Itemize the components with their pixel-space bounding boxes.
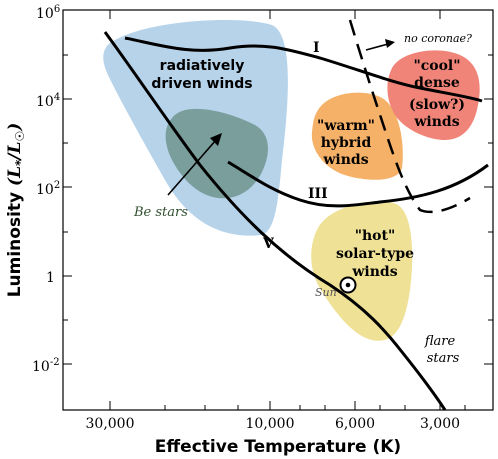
region-cool-dense <box>387 50 480 140</box>
label-radiative: radiatively driven winds <box>151 58 252 92</box>
y-tick-labels: 106 104 102 1 10-2 <box>32 4 60 375</box>
svg-text:solar-type: solar-type <box>336 246 414 262</box>
svg-text:"warm": "warm" <box>317 118 375 134</box>
y-axis-ticks <box>63 54 493 365</box>
x-tick-30000: 30,000 <box>86 416 135 432</box>
svg-text:"cool": "cool" <box>413 58 460 74</box>
svg-text:radiatively: radiatively <box>160 58 245 74</box>
svg-text:winds: winds <box>413 114 459 130</box>
x-tick-6000: 6,000 <box>335 416 375 432</box>
region-hot-solar-type <box>311 201 413 341</box>
region-warm-hybrid <box>311 92 403 180</box>
plot-frame <box>62 9 494 411</box>
label-sun: Sun <box>315 286 337 299</box>
y-tick-1e6: 106 <box>36 4 60 22</box>
dividing-line-dashed <box>348 19 471 214</box>
svg-text:hybrid: hybrid <box>321 135 372 151</box>
svg-text:winds: winds <box>351 264 397 280</box>
region-be-stars <box>165 108 268 199</box>
x-tick-10000: 10,000 <box>246 416 295 432</box>
x-tick-3000: 3,000 <box>420 416 460 432</box>
svg-text:driven winds: driven winds <box>151 76 252 92</box>
svg-text:dense: dense <box>414 75 460 91</box>
x-tick-labels: 30,000 10,000 6,000 3,000 <box>86 416 461 432</box>
svg-text:(slow?): (slow?) <box>409 97 465 113</box>
y-tick-1e2: 102 <box>36 180 60 198</box>
curve-class-I <box>124 36 483 103</box>
x-axis-title: Effective Temperature (K) <box>155 437 401 457</box>
x-axis-ticks <box>109 10 466 410</box>
y-tick-1e4: 104 <box>36 92 60 110</box>
label-warm-hybrid: "warm" hybrid winds <box>317 118 375 168</box>
curve-main-sequence-V <box>103 31 447 411</box>
y-tick-1: 1 <box>46 270 55 286</box>
curve-class-III <box>227 160 489 208</box>
svg-text:flare: flare <box>424 334 456 349</box>
svg-text:stars: stars <box>427 351 460 366</box>
sun-symbol <box>339 276 357 294</box>
label-cool-dense: "cool" dense (slow?) winds <box>409 58 465 130</box>
svg-text:winds: winds <box>322 152 368 168</box>
y-tick-1e-2: 10-2 <box>32 357 60 375</box>
label-class-III: III <box>308 186 328 202</box>
label-be-stars: Be stars <box>133 205 188 220</box>
svg-text:"hot": "hot" <box>355 228 396 244</box>
label-flare-stars: flare stars <box>424 334 460 366</box>
label-class-I: I <box>313 40 320 56</box>
label-class-V: V <box>262 236 275 252</box>
label-no-coronae: no coronae? <box>404 32 472 45</box>
label-hot-solar-type: "hot" solar-type winds <box>336 228 414 280</box>
arrow-no-coronae <box>365 39 395 51</box>
y-axis-title: Luminosity (L*/L☉) <box>5 123 27 298</box>
arrow-be-stars <box>167 133 222 196</box>
